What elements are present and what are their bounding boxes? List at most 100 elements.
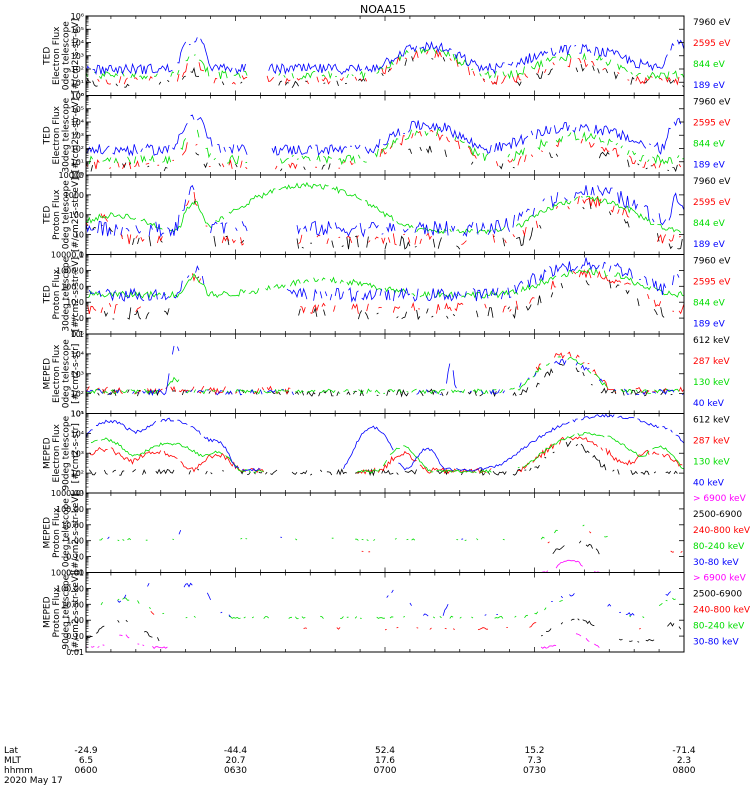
y-tick-label: 1.00 [66, 537, 84, 546]
y-tick-label: 1.00 [66, 616, 84, 625]
y-tick-label: 1000 [64, 191, 84, 200]
y-axis-label-line: [#/cm2-s-str-eV] [71, 257, 81, 332]
series--6900-kev-line [85, 633, 600, 649]
y-tick-label: 10 [74, 231, 84, 240]
legend-entry: 30-80 keV [693, 558, 739, 568]
series-2595-ev-line [87, 269, 685, 315]
y-tick-label: 100.00 [56, 584, 84, 593]
legend-entry: 2500-6900 [693, 590, 742, 600]
y-tick-label: 10⁴ [71, 350, 84, 359]
y-tick-label: 0.10 [66, 553, 84, 562]
x-tick-label-lat: 15.2 [524, 746, 544, 756]
x-tick-label-hhmm: 0630 [224, 766, 247, 776]
legend-entry: 130 keV [693, 458, 730, 468]
series-30-80-kev-line [108, 530, 681, 539]
y-tick-label: 10² [71, 390, 84, 399]
y-tick-label: 10⁴ [71, 429, 84, 438]
series-189-ev-line [85, 37, 685, 76]
y-axis-label-line: MEPED [43, 358, 53, 390]
y-axis-label-line: TED [43, 126, 53, 145]
y-tick-label: 10⁶ [71, 12, 84, 21]
x-tick-label-hhmm: 0800 [673, 766, 696, 776]
y-tick-label: 10.00 [61, 521, 84, 530]
y-tick-label: 0.1 [71, 330, 84, 339]
panel-frame [85, 413, 685, 494]
series-612-kev-line [89, 441, 684, 475]
panel-frame [85, 95, 685, 176]
y-axis-label: TEDElectron Flux30deg telescope[#/cm2-s-… [43, 97, 82, 172]
y-axis-label-line: TED [43, 285, 53, 304]
y-axis-label-line: Electron Flux [52, 423, 62, 482]
x-row-label-hhmm: hhmm [4, 766, 33, 776]
series--6900-kev-line [540, 559, 600, 573]
series-130-kev-line [90, 432, 685, 474]
y-axis-label: MEPEDProton Flux0deg telescope[#/cm2-s-s… [43, 493, 82, 572]
legend-entry: 7960 eV [693, 98, 731, 108]
legend-entry: 40 keV [693, 479, 725, 489]
y-tick-label: 10⁵ [71, 25, 84, 34]
y-axis-label-line: Proton Flux [52, 189, 62, 240]
series-40-kev-line [85, 345, 685, 396]
panel-frame [85, 333, 685, 414]
y-axis-label-line: Proton Flux [52, 586, 62, 637]
x-tick-label-mlt: 6.5 [79, 756, 93, 766]
y-tick-label: 10⁰ [71, 92, 84, 101]
y-tick-label: 10⁶ [71, 92, 84, 101]
y-axis-label-line: TED [43, 47, 53, 66]
y-axis-label: MEPEDElectron Flux90deg telescope[#/cm2-… [43, 415, 82, 490]
y-axis-label-line: 0deg telescope [62, 180, 72, 250]
y-tick-label: 0.10 [66, 632, 84, 641]
legend-entry: 844 eV [693, 60, 726, 70]
y-tick-label: 10³ [71, 370, 84, 379]
y-axis-label-line: MEPED [43, 437, 53, 469]
y-tick-label: 1.0 [71, 314, 84, 323]
y-axis-label-line: [#/cm2-s-str-keV] [71, 493, 81, 572]
y-axis-label-line: MEPED [43, 596, 53, 628]
panel-frame [85, 572, 685, 653]
y-axis-label-line: 0deg telescope [62, 339, 72, 409]
legend-entry: 844 eV [693, 299, 726, 309]
y-tick-label: 100 [69, 211, 84, 220]
y-axis-label-line: MEPED [43, 517, 53, 549]
legend-entry: 7960 eV [693, 18, 731, 28]
y-axis-label: TEDProton Flux0deg telescope[#/cm2-s-str… [43, 177, 82, 252]
panel-frame [85, 492, 685, 573]
legend-entry: 240-800 keV [693, 526, 750, 536]
y-tick-label: 10³ [71, 449, 84, 458]
series-240-800-kev-line [361, 531, 683, 553]
panel-8: 0.010.101.0010.00100.001000.00MEPEDProto… [43, 569, 750, 658]
y-axis-label-line: 30deg telescope [62, 256, 72, 331]
series-287-kev-line [85, 351, 685, 396]
x-tick-label-lat: -24.9 [74, 746, 98, 756]
y-tick-label: 10⁴ [71, 118, 84, 127]
legend-entry: 2595 eV [693, 119, 731, 129]
x-row-label-lat: Lat [4, 746, 19, 756]
date-label: 2020 May 17 [4, 776, 63, 786]
series-287-kev-line [88, 436, 683, 475]
y-axis-label: TEDElectron Flux0deg telescope[#/cm2-s-s… [43, 18, 82, 93]
y-axis-label-line: [#/cm2-s-str-eV] [71, 98, 81, 173]
legend-entry: 189 eV [693, 81, 726, 91]
y-tick-label: 10000 [59, 171, 84, 180]
series-844-ev-line [85, 181, 681, 235]
x-tick-label-hhmm: 0700 [374, 766, 397, 776]
y-tick-label: 1000.0 [56, 266, 84, 275]
y-tick-label: 10⁵ [71, 330, 84, 339]
y-axis-label: TEDProton Flux30deg telescope[#/cm2-s-st… [43, 256, 82, 331]
legend-entry: 130 keV [693, 378, 730, 388]
y-tick-label: 0.01 [66, 569, 84, 578]
y-axis-label-line: Electron Flux [52, 26, 62, 85]
series-844-ev-line [88, 127, 685, 166]
y-tick-label: 10000.0 [51, 251, 84, 260]
y-axis-label-line: 30deg telescope [62, 97, 72, 172]
y-tick-label: 10² [71, 65, 84, 74]
legend-entry: 7960 eV [693, 177, 731, 187]
series-80-240-kev-line [100, 597, 685, 620]
y-axis-label-line: Proton Flux [52, 268, 62, 319]
